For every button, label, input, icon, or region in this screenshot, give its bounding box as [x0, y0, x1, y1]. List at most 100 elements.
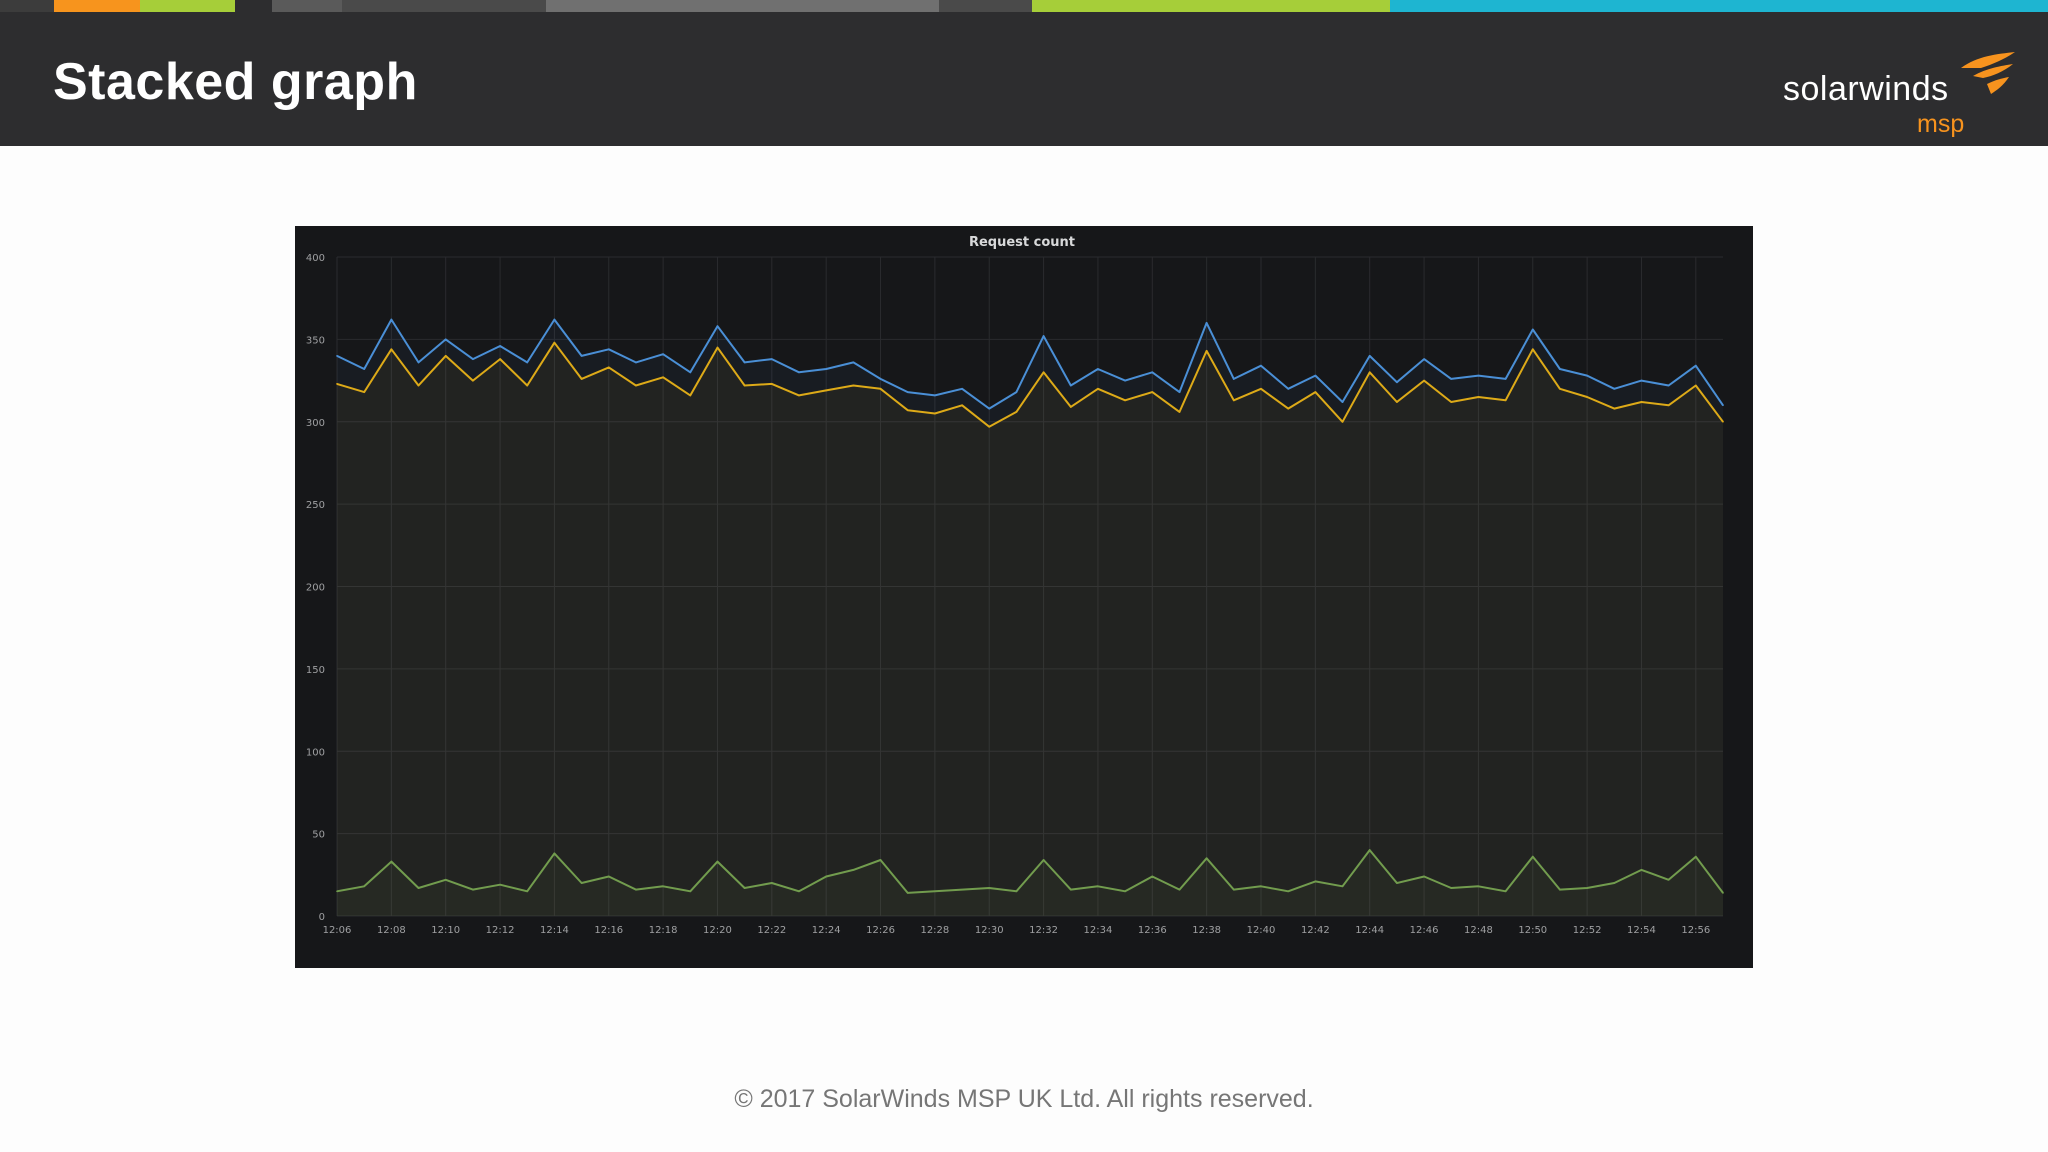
series-point-2 — [363, 368, 365, 370]
series-line-2 — [336, 318, 1724, 410]
series-point-0 — [798, 890, 800, 893]
series-point-0 — [1233, 888, 1235, 891]
series-point-1 — [417, 384, 420, 387]
series-point-1 — [1069, 406, 1072, 408]
series-point-1 — [336, 383, 338, 385]
series-point-2 — [1287, 388, 1289, 390]
series-point-1 — [825, 389, 827, 392]
series-point-1 — [1015, 411, 1018, 413]
series-point-0 — [580, 882, 583, 884]
series-point-0 — [635, 888, 637, 891]
series-point-1 — [988, 425, 991, 428]
x-tick-label: 12:28 — [920, 925, 949, 936]
series-point-1 — [1097, 388, 1099, 390]
series-point-0 — [662, 885, 664, 888]
series-point-0 — [1396, 882, 1398, 884]
series-point-2 — [417, 361, 420, 364]
x-tick-label: 12:42 — [1301, 925, 1330, 936]
accent-strip — [0, 0, 2048, 12]
chart-series — [336, 318, 1724, 917]
x-tick-label: 12:34 — [1084, 925, 1113, 936]
series-point-0 — [934, 890, 936, 893]
slide-title: Stacked graph — [53, 53, 418, 111]
series-point-2 — [825, 368, 827, 370]
series-point-0 — [1015, 890, 1018, 893]
series-point-2 — [553, 318, 556, 321]
series-point-0 — [1613, 882, 1616, 884]
solarwinds-flare-icon — [1961, 52, 2015, 94]
x-tick-label: 12:22 — [757, 925, 786, 936]
series-point-1 — [906, 409, 909, 412]
series-point-2 — [906, 391, 909, 393]
series-point-1 — [662, 376, 664, 379]
series-point-1 — [1341, 420, 1344, 423]
series-point-2 — [961, 388, 963, 390]
series-point-2 — [743, 361, 746, 364]
series-point-1 — [716, 346, 719, 349]
series-point-1 — [1124, 399, 1126, 402]
series-point-2 — [1260, 364, 1262, 367]
series-point-2 — [1695, 364, 1697, 367]
x-tick-label: 12:16 — [594, 925, 623, 936]
series-point-2 — [1586, 374, 1588, 377]
series-point-2 — [1559, 368, 1561, 370]
series-point-1 — [526, 384, 529, 387]
series-point-0 — [1069, 888, 1072, 891]
x-tick-label: 12:26 — [866, 925, 895, 936]
series-point-0 — [526, 890, 529, 893]
series-point-2 — [1423, 358, 1425, 360]
series-point-0 — [716, 860, 719, 863]
x-tick-label: 12:40 — [1247, 925, 1276, 936]
accent-segment — [939, 0, 1032, 12]
x-tick-label: 12:38 — [1192, 925, 1221, 936]
series-point-2 — [1613, 388, 1616, 390]
series-point-0 — [743, 887, 746, 889]
series-point-2 — [1069, 384, 1072, 387]
series-point-1 — [1450, 401, 1453, 403]
series-point-1 — [1477, 396, 1480, 398]
series-point-2 — [1314, 374, 1317, 377]
series-point-1 — [635, 384, 637, 387]
series-point-2 — [1640, 379, 1643, 382]
x-tick-label: 12:12 — [486, 925, 515, 936]
x-tick-label: 12:44 — [1355, 925, 1384, 936]
slide-header: Stacked graph solarwinds msp — [0, 12, 2048, 146]
series-point-1 — [1667, 404, 1670, 407]
x-tick-label: 12:24 — [812, 925, 841, 936]
x-tick-label: 12:56 — [1681, 925, 1710, 936]
series-area-2 — [337, 319, 1723, 917]
series-point-1 — [499, 358, 501, 360]
series-point-2 — [499, 345, 501, 347]
chart-title: Request count — [969, 235, 1075, 250]
accent-segment — [546, 0, 939, 12]
series-point-2 — [1015, 391, 1018, 393]
series-point-2 — [1477, 374, 1480, 377]
series-point-1 — [852, 384, 855, 387]
y-tick-label: 300 — [306, 418, 325, 429]
stacked-area-chart: 0 50 100 150 200 250 300 350 400 12:06 12:08 12:10… — [306, 235, 1724, 936]
series-area-1 — [337, 342, 1723, 916]
series-point-0 — [1205, 857, 1208, 860]
series-point-1 — [444, 355, 447, 357]
series-point-0 — [1042, 859, 1045, 861]
series-point-0 — [390, 860, 393, 863]
series-point-2 — [1178, 391, 1181, 393]
series-point-0 — [1124, 890, 1126, 893]
y-tick-label: 50 — [312, 830, 325, 841]
series-point-2 — [580, 355, 583, 357]
series-point-1 — [1205, 350, 1208, 352]
series-point-0 — [1151, 875, 1154, 878]
accent-segment — [1032, 0, 1390, 12]
series-point-1 — [934, 412, 936, 415]
series-point-1 — [798, 394, 800, 397]
series-point-0 — [417, 887, 420, 889]
series-point-2 — [1042, 335, 1045, 337]
series-point-1 — [1314, 391, 1317, 393]
series-line-1 — [336, 341, 1724, 428]
y-tick-label: 350 — [306, 335, 325, 346]
y-tick-label: 0 — [319, 912, 325, 923]
series-point-2 — [635, 361, 637, 364]
copyright-footer: © 2017 SolarWinds MSP UK Ltd. All rights… — [734, 1085, 1314, 1113]
series-point-0 — [1287, 890, 1289, 893]
series-point-0 — [689, 890, 692, 893]
